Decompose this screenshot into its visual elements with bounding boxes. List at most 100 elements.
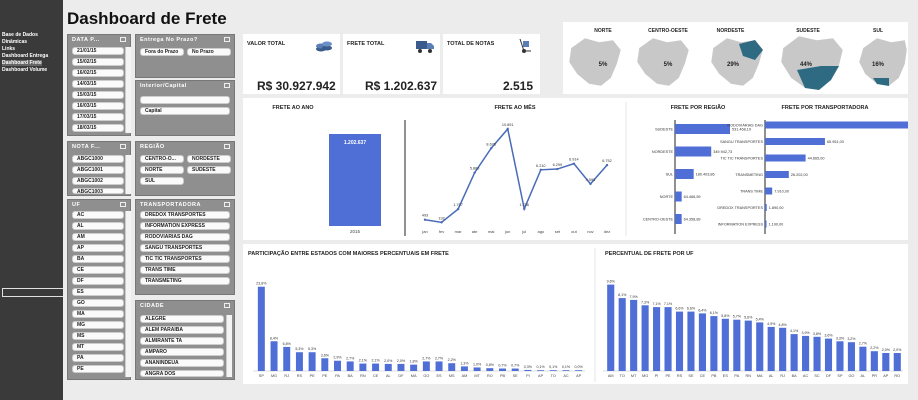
- slicer-interior-item[interactable]: [140, 96, 230, 104]
- slicer-data-item[interactable]: 14/03/15: [72, 80, 124, 88]
- kpi-value: R$ 30.927.942: [257, 79, 336, 93]
- chart-title: PARTICIPAÇÃO ENTRE ESTADOS COM MAIORES P…: [248, 250, 449, 257]
- slicer-uf-scrollbar[interactable]: [125, 211, 131, 377]
- slicer-transp-item[interactable]: DREDOX TRANSPORTES: [140, 211, 230, 219]
- slicer-transp-item[interactable]: SANGU TRANSPORTES: [140, 244, 230, 252]
- data-label: 44.665,00: [808, 157, 825, 161]
- slicer-nota-item[interactable]: ABGC1003: [72, 188, 124, 194]
- slicer-transp-item[interactable]: TIC TIC TRANSPORTES: [140, 255, 230, 263]
- slicer-transp-item[interactable]: TRANSMETING: [140, 277, 230, 285]
- slicer-uf-item[interactable]: CE: [72, 266, 124, 274]
- slicer-nota-scrollbar[interactable]: [125, 155, 131, 194]
- slicer-nota-item[interactable]: ABGC1002: [72, 177, 124, 185]
- map-centro-oeste: [636, 37, 690, 87]
- slicer-uf-item[interactable]: DF: [72, 277, 124, 285]
- data-label: 6,6%: [675, 307, 684, 311]
- slicer-data-item[interactable]: 16/03/15: [72, 102, 124, 110]
- slicer-cidade[interactable]: CIDADE ALEGRE ALÉM PARAÍBA ALMIRANTE TA …: [135, 300, 235, 380]
- data-label: 2,9%: [333, 356, 342, 360]
- bar: [524, 369, 532, 371]
- filter-clear-icon[interactable]: [120, 202, 126, 207]
- bottom-charts: PARTICIPAÇÃO ENTRE ESTADOS COM MAIORES P…: [248, 248, 903, 382]
- slicer-data-item[interactable]: 21/01/15: [72, 47, 124, 55]
- slicer-cidade-item[interactable]: ANANINDEUA: [140, 359, 224, 367]
- filter-clear-icon[interactable]: [120, 144, 126, 149]
- slicer-entrega-item[interactable]: Fora do Prazo: [140, 48, 184, 56]
- filter-clear-icon[interactable]: [224, 202, 230, 207]
- slicer-nota-item[interactable]: ABGC1000: [72, 155, 124, 163]
- bar: [836, 341, 844, 371]
- slicer-uf-item[interactable]: PA: [72, 354, 124, 362]
- middle-charts-card: FRETE AO ANO 1.202.637 2015 FRETE AO MÊS 493…: [243, 98, 918, 240]
- slicer-uf-item[interactable]: MT: [72, 343, 124, 351]
- slicer-data-scrollbar[interactable]: [125, 47, 131, 133]
- slicer-uf-item[interactable]: AP: [72, 244, 124, 252]
- tick-label: MG: [271, 374, 277, 378]
- slicer-uf-item[interactable]: AC: [72, 211, 124, 219]
- bar: [675, 146, 712, 157]
- slicer-uf-item[interactable]: AM: [72, 233, 124, 241]
- slicer-regiao[interactable]: REGIÃO CENTRO-O... NORDESTE NORTE SUDEST…: [135, 141, 235, 196]
- data-label: 5.880: [470, 167, 480, 171]
- slicer-interior-capital[interactable]: Interior/Capital Capital: [135, 80, 235, 136]
- slicer-regiao-item[interactable]: CENTRO-O...: [140, 155, 184, 163]
- region-pct: 5%: [663, 62, 673, 68]
- data-label: 7,1%: [652, 302, 661, 306]
- slicer-regiao-item[interactable]: SUL: [140, 177, 184, 185]
- slicer-cidade-item[interactable]: AMPARO: [140, 348, 224, 356]
- slicer-cidade-item[interactable]: ALEGRE: [140, 315, 224, 323]
- slicer-uf-item[interactable]: MS: [72, 332, 124, 340]
- filter-clear-icon[interactable]: [224, 303, 230, 308]
- slicer-uf-item[interactable]: MG: [72, 321, 124, 329]
- sidebar-item-dinamicas[interactable]: Dinâmicas: [2, 39, 28, 45]
- slicer-data-item[interactable]: 17/03/15: [72, 113, 124, 121]
- slicer-cidade-item[interactable]: ALÉM PARAÍBA: [140, 326, 224, 334]
- data-label: 6,8%: [283, 342, 292, 346]
- slicer-transp-item[interactable]: TRANS TIME: [140, 266, 230, 274]
- kpi-label: VALOR TOTAL: [247, 41, 286, 47]
- slicer-cidade-item[interactable]: ALMIRANTE TA: [140, 337, 224, 345]
- slicer-entrega-item[interactable]: No Prazo: [187, 48, 231, 56]
- sidebar-item-base-de-dados[interactable]: Base de Dados: [2, 32, 38, 38]
- filter-clear-icon[interactable]: [120, 37, 126, 42]
- slicer-regiao-item[interactable]: NORTE: [140, 166, 184, 174]
- slicer-uf-item[interactable]: BA: [72, 255, 124, 263]
- slicer-transp-item[interactable]: RODOVIÁRIAS DAG: [140, 233, 230, 241]
- data-label: 6.299: [553, 163, 563, 167]
- slicer-uf-item[interactable]: ES: [72, 288, 124, 296]
- slicer-interior-item[interactable]: Capital: [140, 107, 230, 115]
- sidebar-item-links[interactable]: Links: [2, 46, 16, 52]
- slicer-data-item[interactable]: 16/02/15: [72, 69, 124, 77]
- bar: [813, 336, 821, 371]
- slicer-transp-item[interactable]: INFORMATION EXPRESS: [140, 222, 230, 230]
- slicer-cidade-scrollbar[interactable]: [226, 315, 232, 377]
- slicer-data-item[interactable]: 15/02/15: [72, 58, 124, 66]
- slicer-uf-item[interactable]: GO: [72, 299, 124, 307]
- slicer-transportadora[interactable]: TRANSPORTADORA DREDOX TRANSPORTES INFORM…: [135, 199, 235, 295]
- slicer-entrega[interactable]: Entrega No Prazo? Fora do Prazo No Prazo: [135, 34, 235, 78]
- slicer-regiao-item[interactable]: NORDESTE: [187, 155, 231, 163]
- sidebar-item-dashboard-entrega[interactable]: Dashboard Entrega: [2, 53, 49, 59]
- slicer-nota-item[interactable]: ABGC1001: [72, 166, 124, 174]
- slicer-uf[interactable]: UF AC AL AM AP BA CE DF ES GO MA MG MS M…: [67, 199, 131, 380]
- selected-cell[interactable]: [2, 288, 64, 297]
- slicer-data[interactable]: DATA P... 21/01/15 15/02/15 16/02/15 14/…: [67, 34, 131, 136]
- slicer-uf-item[interactable]: MA: [72, 310, 124, 318]
- slicer-cidade-item[interactable]: ANGRA DOS: [140, 370, 224, 377]
- filter-clear-icon[interactable]: [224, 83, 230, 88]
- data-label: 4.593: [586, 178, 596, 182]
- filter-clear-icon[interactable]: [224, 144, 230, 149]
- tick-label: MA: [757, 374, 763, 378]
- sidebar-item-dashboard-frete[interactable]: Dashboard Frete: [2, 60, 42, 66]
- sidebar-item-dashboard-volume[interactable]: Dashboard Volume: [2, 67, 48, 73]
- slicer-uf-item[interactable]: PE: [72, 365, 124, 373]
- filter-clear-icon[interactable]: [224, 37, 230, 42]
- slicer-data-item[interactable]: 18/03/15: [72, 124, 124, 132]
- tick-label: dez: [604, 229, 610, 234]
- slicer-uf-item[interactable]: AL: [72, 222, 124, 230]
- bar: [549, 370, 557, 371]
- tick-label: SC: [814, 374, 820, 378]
- slicer-data-item[interactable]: 15/03/15: [72, 91, 124, 99]
- slicer-regiao-item[interactable]: SUDESTE: [187, 166, 231, 174]
- slicer-nota[interactable]: NOTA F... ABGC1000 ABGC1001 ABGC1002 ABG…: [67, 141, 131, 196]
